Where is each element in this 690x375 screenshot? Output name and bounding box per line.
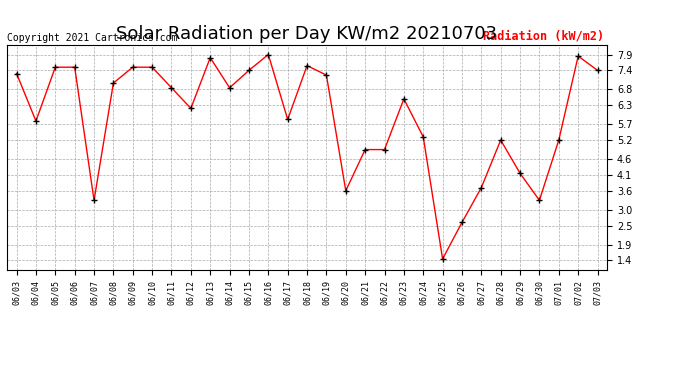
Text: Copyright 2021 Cartronics.com: Copyright 2021 Cartronics.com (7, 33, 177, 43)
Title: Solar Radiation per Day KW/m2 20210703: Solar Radiation per Day KW/m2 20210703 (117, 26, 497, 44)
Text: Radiation (kW/m2): Radiation (kW/m2) (483, 30, 604, 43)
